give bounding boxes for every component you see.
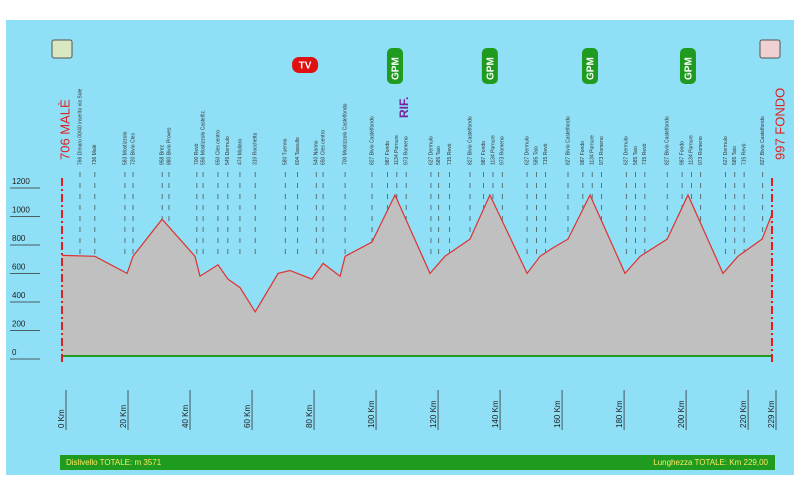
finish-label: 997 FONDO bbox=[772, 88, 787, 160]
footer-right: Lunghezza TOTALE: Km 229,00 bbox=[653, 458, 768, 467]
locality-label: 720 Bivio Cles bbox=[130, 133, 136, 165]
locality-label: 1134 Pornure bbox=[590, 135, 596, 165]
gpm-badge bbox=[679, 48, 696, 84]
locality-label: 585 Taio bbox=[534, 146, 540, 165]
locality-label: 1134 Pornure bbox=[490, 135, 496, 165]
locality-label: 650 Cles centro bbox=[215, 130, 221, 165]
locality-label: 973 Romeno bbox=[599, 136, 605, 165]
locality-label: 604 Tassullo bbox=[295, 137, 301, 165]
x-tick-label: 140 Km bbox=[491, 400, 500, 428]
x-tick-label: 40 Km bbox=[181, 405, 190, 428]
gpm-label: GPM bbox=[486, 57, 497, 80]
x-tick-label: 160 Km bbox=[553, 400, 562, 428]
x-tick-label: 60 Km bbox=[243, 405, 252, 428]
x-tick-label: 20 Km bbox=[119, 405, 128, 428]
locality-label: 973 Romeno bbox=[698, 136, 704, 165]
x-tick-label: 120 Km bbox=[429, 400, 438, 428]
y-tick-label: 800 bbox=[12, 234, 26, 243]
tv-label: TV bbox=[299, 61, 312, 72]
locality-label: 827 Bivio Castelfondo bbox=[665, 116, 671, 165]
x-tick-label: 200 Km bbox=[677, 400, 686, 428]
locality-label: 958 Brez bbox=[159, 144, 165, 165]
locality-label: 987 Fondo bbox=[481, 141, 487, 165]
locality-label: 580 Tuenno bbox=[283, 138, 289, 165]
start-icon bbox=[51, 39, 73, 59]
profile-area bbox=[62, 195, 772, 356]
start-label: 706 MALÈ bbox=[57, 99, 72, 160]
locality-label: 585 Taio bbox=[732, 146, 738, 165]
locality-label: 827 Bivio Castelfondo bbox=[565, 116, 571, 165]
locality-label: 556 Mostizzolo Castelfiz. bbox=[200, 110, 206, 165]
x-tick-label: 100 Km bbox=[367, 400, 376, 428]
locality-label: 987 Fondo bbox=[679, 141, 685, 165]
locality-label: 736 Malè bbox=[92, 144, 98, 165]
locality-label: 540 Nanno bbox=[314, 140, 320, 165]
gpm-label: GPM bbox=[586, 57, 597, 80]
y-tick-label: 1200 bbox=[12, 177, 30, 186]
finish-icon bbox=[759, 39, 781, 59]
gpm-badge bbox=[582, 48, 599, 84]
locality-label: 715 Revò bbox=[741, 143, 747, 165]
y-tick-label: 400 bbox=[12, 291, 26, 300]
y-tick-label: 200 bbox=[12, 320, 26, 329]
rif-label: RIF. bbox=[397, 97, 411, 118]
x-tick-label: 0 Km bbox=[57, 409, 66, 428]
locality-label: 987 Fondo bbox=[580, 141, 586, 165]
tv-badge bbox=[292, 57, 319, 73]
gpm-label: GPM bbox=[684, 57, 695, 80]
gpm-badge bbox=[481, 48, 498, 84]
locality-label: 766 Dimaro 00/40 inserito via Sole bbox=[77, 88, 83, 165]
locality-label: 474 Mollaro bbox=[237, 139, 243, 165]
profile-line bbox=[61, 193, 773, 313]
locality-label: 700 Revò bbox=[194, 143, 200, 165]
locality-label: 1134 Pornure bbox=[394, 135, 400, 165]
y-tick-label: 1000 bbox=[12, 206, 30, 215]
locality-label: 650 Cles centro bbox=[320, 130, 326, 165]
locality-label: 585 Taio bbox=[436, 146, 442, 165]
locality-label: 880 Bivio Proves bbox=[166, 127, 172, 165]
gpm-badge bbox=[386, 48, 403, 84]
locality-label: 973 Romeno bbox=[403, 136, 409, 165]
locality-label: 627 Dermulo bbox=[428, 136, 434, 165]
locality-label: 700 Mostizzolo Castelfondo bbox=[342, 103, 348, 165]
locality-label: 973 Romeno bbox=[500, 136, 506, 165]
locality-label: 715 Revò bbox=[447, 143, 453, 165]
x-tick-label: 80 Km bbox=[305, 405, 314, 428]
locality-label: 715 Revò bbox=[642, 143, 648, 165]
locality-label: 1134 Pornure bbox=[689, 135, 695, 165]
x-tick-label: 180 Km bbox=[615, 400, 624, 428]
locality-label: 627 Dermulo bbox=[624, 136, 630, 165]
locality-label: 583 Mostizzolo bbox=[122, 131, 128, 165]
locality-label: 987 Fondo bbox=[385, 141, 391, 165]
x-tick-label: 229 Km bbox=[767, 400, 776, 428]
locality-label: 310 Rocchetta bbox=[252, 133, 258, 165]
locality-label: 585 Taio bbox=[633, 146, 639, 165]
locality-label: 627 Dermulo bbox=[723, 136, 729, 165]
locality-label: 545 Dermulo bbox=[225, 136, 231, 165]
x-tick-label: 220 Km bbox=[739, 400, 748, 428]
y-tick-label: 600 bbox=[12, 263, 26, 272]
locality-label: 827 Bivio Castelfondo bbox=[369, 116, 375, 165]
locality-label: 827 Bivio Castelfondo bbox=[467, 116, 473, 165]
locality-label: 827 Bivio Castelfondo bbox=[760, 116, 766, 165]
footer-left: Dislivello TOTALE: m 3571 bbox=[66, 458, 162, 467]
locality-label: 627 Dermulo bbox=[524, 136, 530, 165]
footer-bar bbox=[60, 455, 775, 470]
gpm-label: GPM bbox=[391, 57, 402, 80]
y-tick-label: 0 bbox=[12, 348, 17, 357]
locality-label: 715 Revò bbox=[543, 143, 549, 165]
